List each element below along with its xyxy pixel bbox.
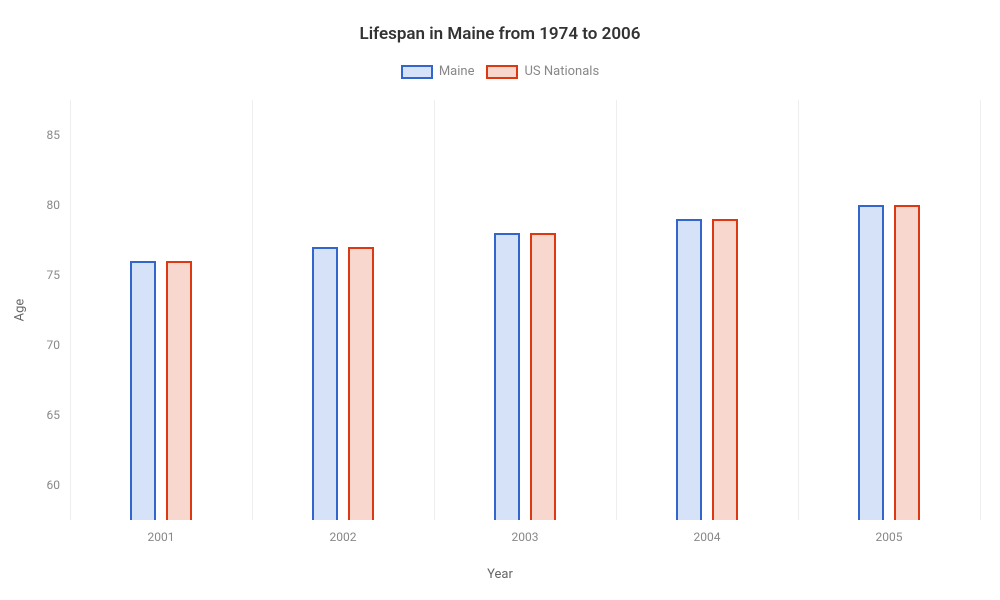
bar[interactable]	[166, 261, 191, 520]
grid-line	[70, 100, 71, 520]
y-tick-label: 70	[47, 338, 61, 352]
chart-title: Lifespan in Maine from 1974 to 2006	[0, 24, 1000, 44]
y-tick-label: 65	[47, 408, 61, 422]
grid-line	[980, 100, 981, 520]
y-tick-label: 85	[47, 128, 61, 142]
grid-line	[616, 100, 617, 520]
x-tick-label: 2001	[148, 530, 175, 544]
grid-line	[434, 100, 435, 520]
y-tick-label: 75	[47, 268, 61, 282]
legend-swatch	[486, 65, 518, 79]
y-tick-label: 60	[47, 478, 61, 492]
bar[interactable]	[858, 205, 883, 520]
x-tick-label: 2004	[694, 530, 721, 544]
bar[interactable]	[894, 205, 919, 520]
legend-item[interactable]: Maine	[401, 64, 475, 79]
legend-label: US Nationals	[524, 64, 599, 79]
plot-area: 20012002200320042005606570758085	[70, 100, 980, 520]
grid-line	[252, 100, 253, 520]
bar[interactable]	[530, 233, 555, 520]
x-axis-title: Year	[0, 567, 1000, 582]
y-axis-title: Age	[13, 299, 28, 322]
x-tick-label: 2003	[512, 530, 539, 544]
bar[interactable]	[130, 261, 155, 520]
bar[interactable]	[312, 247, 337, 520]
legend: Maine US Nationals	[0, 64, 1000, 79]
chart-container: Lifespan in Maine from 1974 to 2006 Main…	[0, 0, 1000, 600]
grid-line	[798, 100, 799, 520]
bar[interactable]	[712, 219, 737, 520]
legend-swatch	[401, 65, 433, 79]
y-tick-label: 80	[47, 198, 61, 212]
x-tick-label: 2005	[876, 530, 903, 544]
bar[interactable]	[348, 247, 373, 520]
x-tick-label: 2002	[330, 530, 357, 544]
legend-label: Maine	[439, 64, 475, 79]
legend-item[interactable]: US Nationals	[486, 64, 599, 79]
bar[interactable]	[676, 219, 701, 520]
bar[interactable]	[494, 233, 519, 520]
